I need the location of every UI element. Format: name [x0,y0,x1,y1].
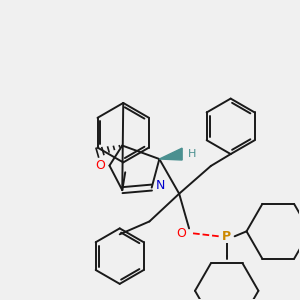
Text: H: H [188,149,196,159]
Text: P: P [222,230,231,243]
Text: O: O [96,159,106,172]
Text: N: N [156,179,165,192]
Polygon shape [159,148,182,160]
Text: O: O [176,227,186,240]
